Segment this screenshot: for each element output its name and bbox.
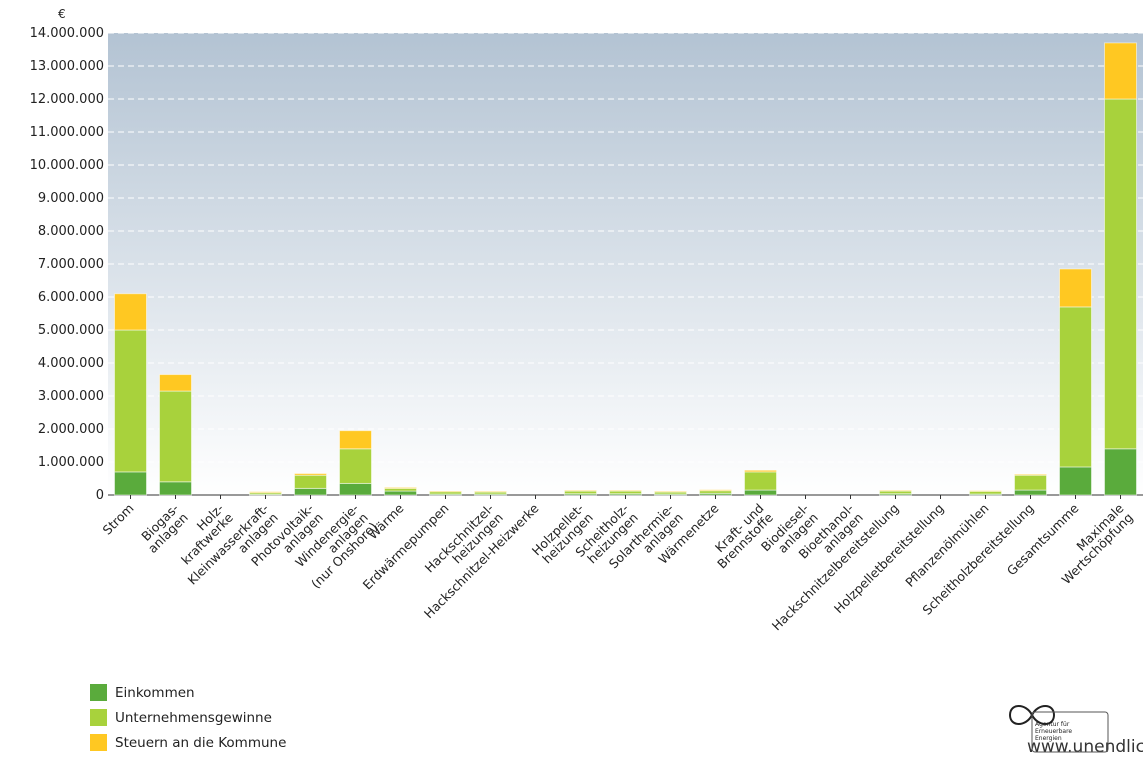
y-tick-label: 3.000.000 [38,389,104,404]
bar-segment [1014,473,1047,476]
logo-box [1031,711,1109,753]
bar-segment [1014,474,1047,491]
bar-segment [1014,489,1047,496]
y-tick-label: 2.000.000 [38,422,104,437]
logo-text: Agentur für [1035,721,1070,728]
bar-segment [339,430,372,450]
bar-segment [1104,42,1137,100]
legend-label: Steuern an die Kommune [115,735,286,751]
y-tick-label: 12.000.000 [30,92,104,107]
bar-segment [744,471,777,491]
y-tick-label: 5.000.000 [38,323,104,338]
bar-segment [474,490,507,493]
bar-segment [744,489,777,496]
y-axis-label: € [58,7,66,21]
bar-segment [294,474,327,489]
y-tick-label: 13.000.000 [30,59,104,74]
bar-segment [339,448,372,484]
legend-swatch [90,709,107,726]
bar-segment [564,489,597,492]
bar-segment [294,487,327,496]
y-tick-label: 10.000.000 [30,158,104,173]
bar-segment [159,374,192,392]
y-tick-label: 14.000.000 [30,26,104,41]
y-tick-label: 0 [96,488,104,503]
y-tick-label: 9.000.000 [38,191,104,206]
y-tick-label: 8.000.000 [38,224,104,239]
x-tick-label: Biogas-anlagen [135,501,190,556]
x-tick-label: Strom [99,501,136,538]
y-tick-label: 1.000.000 [38,455,104,470]
bar-segment [1059,268,1092,308]
legend-label: Einkommen [115,685,195,701]
bar-segment [699,489,732,492]
y-tick-label: 6.000.000 [38,290,104,305]
bar-segment [114,471,147,496]
bar-segment [1059,306,1092,468]
bar-segment [609,489,642,492]
bar-segment [1104,98,1137,450]
bar-segment [1104,448,1137,496]
y-tick-label: 7.000.000 [38,257,104,272]
bar-segment [384,490,417,496]
y-tick-label: 11.000.000 [30,125,104,140]
x-tick-label: Pflanzenölmühlen [902,501,991,590]
logo-text: Energien [1035,735,1062,742]
logo-text: Erneuerbare [1035,728,1072,735]
bar-segment [339,482,372,496]
y-tick-label: 4.000.000 [38,356,104,371]
bar-segment [879,489,912,492]
bar-segment [969,490,1002,492]
logo [1008,705,1109,753]
bar-segment [294,473,327,476]
bar-segment [114,329,147,473]
bar-segment [744,469,777,473]
bar-segment [654,490,687,493]
bar-segment [159,481,192,496]
bar-segment [159,390,192,483]
legend-swatch [90,684,107,701]
x-tick-label: Erdwärmepumpen [360,501,452,593]
bar-segment [1059,466,1092,496]
bar-segment [384,486,417,489]
bar-segment [249,491,282,494]
legend-label: Unternehmensgewinne [115,710,272,726]
legend-swatch [90,734,107,751]
bar-segment [114,293,147,331]
bar-segment [429,490,462,493]
